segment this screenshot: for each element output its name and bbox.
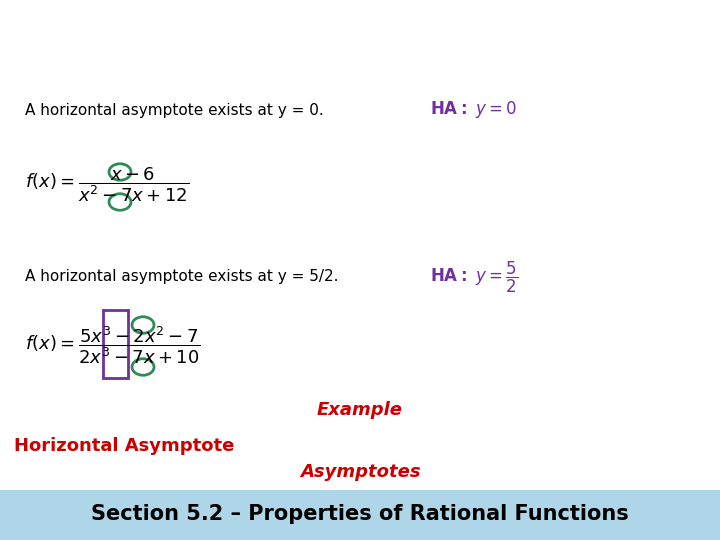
- Text: $\mathbf{HA:}\ y = \dfrac{5}{2}$: $\mathbf{HA:}\ y = \dfrac{5}{2}$: [430, 259, 518, 295]
- Text: Example: Example: [317, 401, 403, 419]
- Text: Asymptotes: Asymptotes: [300, 463, 420, 481]
- FancyBboxPatch shape: [0, 490, 720, 540]
- Text: $\mathbf{HA:}\ y = 0$: $\mathbf{HA:}\ y = 0$: [430, 99, 517, 120]
- Text: $f(x) = \dfrac{x - 6}{x^2 - 7x + 12}$: $f(x) = \dfrac{x - 6}{x^2 - 7x + 12}$: [25, 166, 189, 204]
- Text: A horizontal asymptote exists at y = 0.: A horizontal asymptote exists at y = 0.: [25, 103, 324, 118]
- Text: $f(x) = \dfrac{5x^3 - 2x^2 - 7}{2x^3 - 7x + 10}$: $f(x) = \dfrac{5x^3 - 2x^2 - 7}{2x^3 - 7…: [25, 324, 201, 366]
- Text: A horizontal asymptote exists at y = 5/2.: A horizontal asymptote exists at y = 5/2…: [25, 269, 338, 285]
- Text: Section 5.2 – Properties of Rational Functions: Section 5.2 – Properties of Rational Fun…: [91, 504, 629, 524]
- Text: Horizontal Asymptote: Horizontal Asymptote: [14, 437, 235, 455]
